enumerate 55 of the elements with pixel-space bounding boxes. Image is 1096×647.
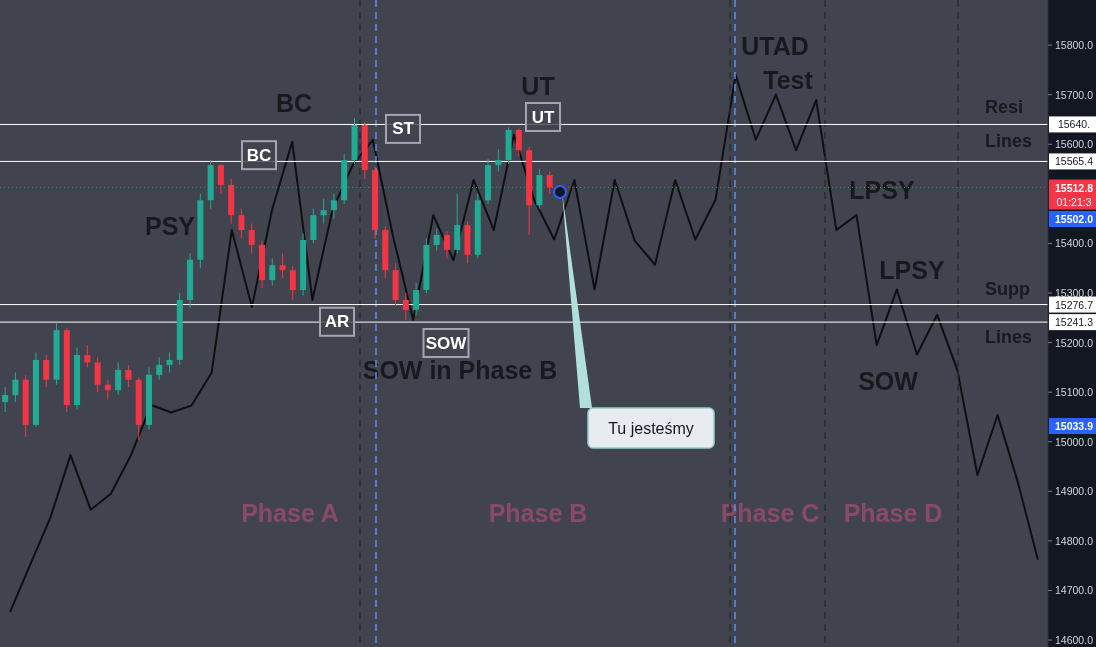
candlestick bbox=[443, 230, 450, 259]
y-tick-label: 14900.0 bbox=[1055, 485, 1094, 498]
candlestick bbox=[413, 282, 420, 316]
annotation: UT bbox=[531, 107, 555, 127]
annotation: SOW bbox=[425, 333, 468, 353]
candlestick bbox=[238, 208, 245, 239]
ref-line-label: 15241.3 bbox=[1055, 316, 1094, 329]
ref-line-label: 15276.7 bbox=[1055, 298, 1094, 311]
candlestick bbox=[269, 257, 276, 287]
annotation: Phase C bbox=[720, 498, 820, 527]
candlestick bbox=[94, 356, 101, 393]
annotation: Phase A bbox=[241, 498, 339, 527]
candlestick bbox=[515, 127, 522, 158]
y-tick-label: 15100.0 bbox=[1055, 386, 1094, 399]
annotation: Phase D bbox=[843, 498, 943, 527]
candlestick bbox=[330, 193, 337, 220]
candlestick bbox=[12, 371, 19, 403]
candlestick bbox=[433, 228, 440, 252]
candlestick bbox=[402, 292, 409, 321]
candlestick bbox=[156, 356, 163, 381]
candlestick bbox=[2, 386, 9, 413]
ref-line-label: 15640. bbox=[1057, 118, 1091, 131]
y-tick-label: 15400.0 bbox=[1055, 237, 1094, 250]
y-tick-label: 15600.0 bbox=[1055, 138, 1094, 151]
annotation: AR bbox=[324, 312, 350, 332]
y-tick-label: 15800.0 bbox=[1055, 39, 1094, 52]
candlestick bbox=[115, 361, 122, 396]
candlestick bbox=[546, 171, 553, 195]
candlestick bbox=[166, 352, 173, 373]
y-tick-label: 15700.0 bbox=[1055, 88, 1094, 101]
candlestick bbox=[125, 364, 132, 388]
candlestick bbox=[248, 223, 255, 254]
y-tick-label: 14700.0 bbox=[1055, 584, 1094, 597]
candlestick bbox=[43, 354, 50, 388]
candlestick bbox=[279, 252, 286, 279]
ref-line-label: 15512.8 bbox=[1055, 181, 1094, 194]
ref-line-label: 15565.4 bbox=[1055, 155, 1094, 168]
y-tick-label: 15300.0 bbox=[1055, 287, 1094, 300]
annotation: ST bbox=[392, 119, 415, 139]
candlestick bbox=[217, 163, 224, 195]
y-tick-label: 14600.0 bbox=[1055, 634, 1094, 647]
candlestick bbox=[84, 344, 91, 368]
y-tick-label: 14800.0 bbox=[1055, 534, 1094, 547]
candlestick bbox=[320, 198, 327, 225]
annotation: Phase B bbox=[488, 498, 588, 527]
candlestick bbox=[104, 379, 111, 401]
candlestick bbox=[495, 148, 502, 173]
y-tick-label: 15000.0 bbox=[1055, 435, 1094, 448]
y-tick-label: 15200.0 bbox=[1055, 336, 1094, 349]
annotation: BC bbox=[246, 145, 272, 165]
annotation: Tu jesteśmy bbox=[608, 419, 694, 437]
text: 15033.9 bbox=[1055, 420, 1094, 432]
text: 15502.0 bbox=[1055, 213, 1094, 225]
text: 01:21:3 bbox=[1056, 195, 1092, 208]
candlestick bbox=[289, 265, 296, 301]
